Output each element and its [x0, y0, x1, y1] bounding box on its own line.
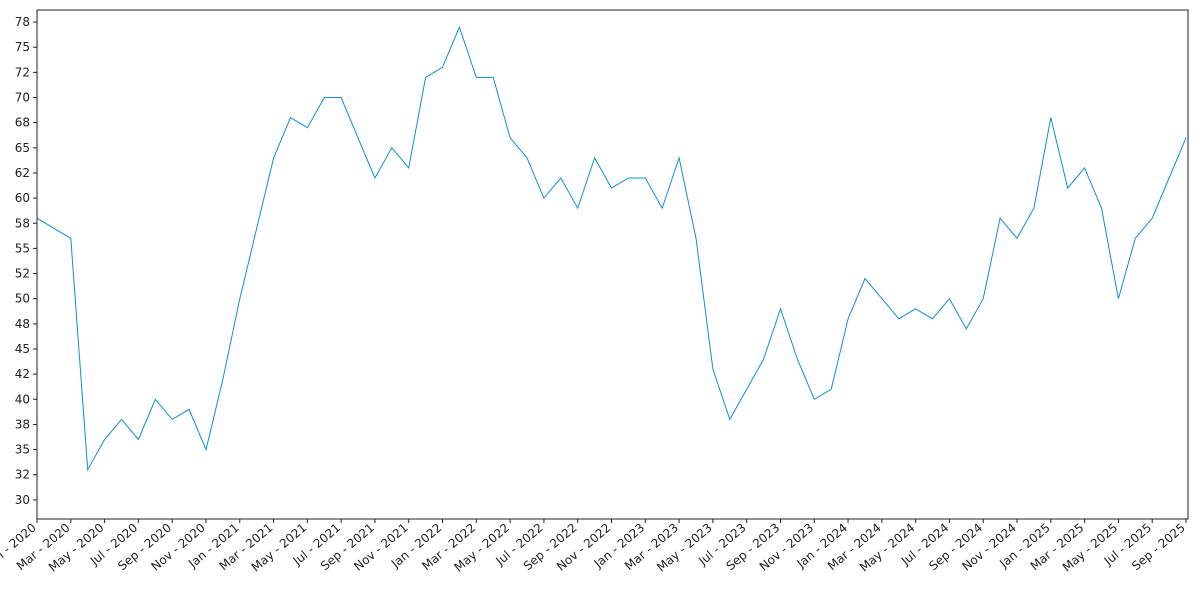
y-tick-label: 45	[15, 342, 30, 356]
y-tick-label: 50	[15, 292, 30, 306]
y-tick-label: 65	[15, 141, 30, 155]
y-tick-label: 40	[15, 392, 30, 406]
y-tick-label: 62	[15, 166, 30, 180]
y-tick-label: 70	[15, 91, 30, 105]
y-tick-label: 55	[15, 241, 30, 255]
y-tick-label: 35	[15, 443, 30, 457]
y-tick-label: 78	[15, 15, 30, 29]
y-tick-label: 58	[15, 216, 30, 230]
y-tick-label: 30	[15, 493, 30, 507]
y-tick-label: 42	[15, 367, 30, 381]
y-tick-label: 68	[15, 116, 30, 130]
plot-frame	[36, 9, 1189, 520]
y-tick-label: 32	[15, 468, 30, 482]
y-tick-label: 75	[15, 40, 30, 54]
y-tick-label: 48	[15, 317, 30, 331]
y-tick-label: 38	[15, 417, 30, 431]
y-tick-label: 52	[15, 267, 30, 281]
y-tick-label: 60	[15, 191, 30, 205]
y-tick-label: 72	[15, 65, 30, 79]
line	[36, 25, 1187, 472]
